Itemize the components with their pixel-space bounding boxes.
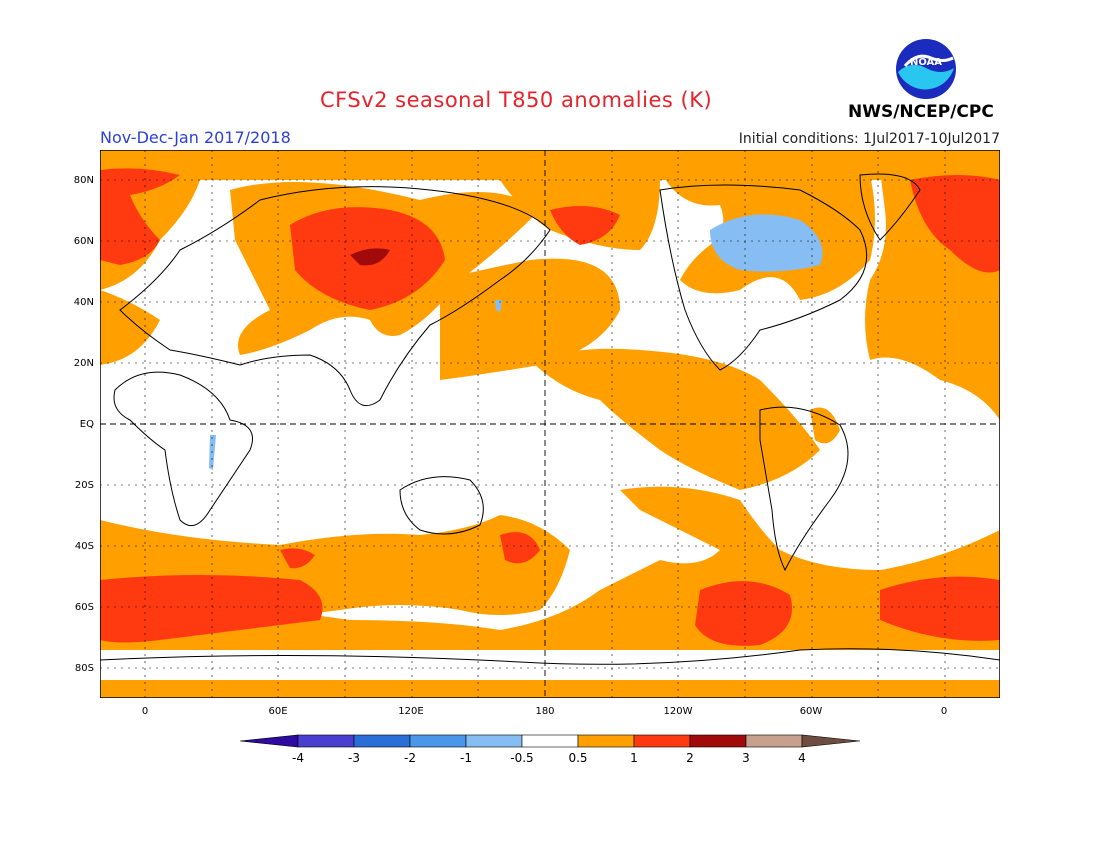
agency-label: NWS/NCEP/CPC xyxy=(848,102,994,122)
anomaly-band-1-2 xyxy=(100,168,1000,646)
colorbar-label: -2 xyxy=(404,751,416,765)
forecast-period: Nov-Dec-Jan 2017/2018 xyxy=(100,128,291,147)
colorbar-label: -0.5 xyxy=(510,751,534,765)
colorbar-segment xyxy=(521,734,579,748)
lat-label: 20S xyxy=(74,480,94,491)
major-lines xyxy=(100,150,1000,698)
colorbar-label: 2 xyxy=(686,751,694,765)
lon-label: 0 xyxy=(940,706,948,717)
colorbar-label: 3 xyxy=(742,751,750,765)
colorbar-segment xyxy=(745,734,803,748)
colorbar-segment xyxy=(577,734,635,748)
colorbar-segment xyxy=(633,734,691,748)
colorbar-segment xyxy=(689,734,747,748)
lat-label: 60S xyxy=(74,602,94,613)
anomaly-map xyxy=(100,150,1000,698)
anomaly-band-neg xyxy=(209,214,823,470)
colorbar-segment xyxy=(297,734,355,748)
colorbar-segment xyxy=(353,734,411,748)
lat-label: 80N xyxy=(73,175,94,186)
logo-text: NOAA xyxy=(910,57,942,68)
lon-label: 120E xyxy=(398,706,424,717)
anomaly-band-2-3 xyxy=(350,248,390,266)
noaa-logo: NOAA xyxy=(896,39,956,99)
lat-label: 80S xyxy=(74,663,94,674)
lon-label: 120W xyxy=(663,706,693,717)
lat-label: 20N xyxy=(73,358,94,369)
lon-label: 60W xyxy=(799,706,823,717)
colorbar-label: -4 xyxy=(292,751,304,765)
colorbar-label: -1 xyxy=(460,751,472,765)
lon-label: 180 xyxy=(535,706,555,717)
colorbar xyxy=(240,734,860,748)
colorbar-label: 4 xyxy=(798,751,806,765)
lat-label: 40N xyxy=(73,297,94,308)
map-title: CFSv2 seasonal T850 anomalies (K) xyxy=(320,88,713,112)
initial-conditions: Initial conditions: 1Jul2017-10Jul2017 xyxy=(738,131,1000,147)
lat-label: 40S xyxy=(74,541,94,552)
colorbar-label: -3 xyxy=(348,751,360,765)
colorbar-segment xyxy=(465,734,523,748)
colorbar-segment xyxy=(801,734,860,748)
colorbar-segment xyxy=(409,734,467,748)
colorbar-segment xyxy=(240,734,299,748)
gridlines xyxy=(100,150,1000,698)
colorbar-label: 0.5 xyxy=(568,751,588,765)
coastlines xyxy=(100,173,1000,665)
lat-label: EQ xyxy=(79,419,94,430)
lat-label: 60N xyxy=(73,236,94,247)
colorbar-label: 1 xyxy=(630,751,638,765)
lon-label: 0 xyxy=(141,706,149,717)
lon-label: 60E xyxy=(268,706,288,717)
